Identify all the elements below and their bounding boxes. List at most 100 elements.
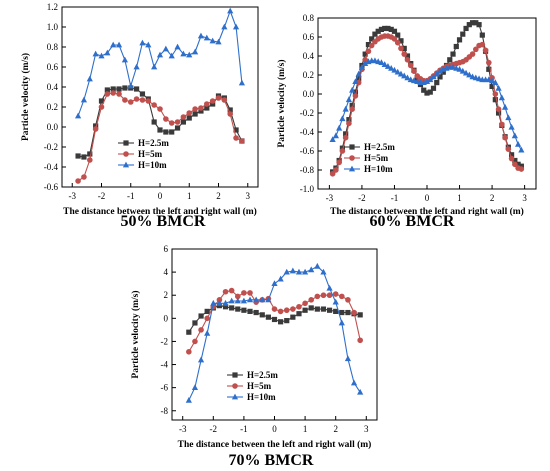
data-point [283, 268, 290, 275]
data-point [215, 38, 222, 45]
data-point [332, 291, 339, 297]
y-axis-label: Particle velocity (m/s) [130, 290, 141, 378]
data-point [512, 157, 518, 164]
data-point [384, 63, 392, 69]
data-point [391, 28, 398, 34]
x-tick-label: -3 [326, 193, 334, 203]
data-point [186, 349, 192, 355]
data-point [290, 306, 296, 312]
legend-marker [123, 151, 129, 157]
legend-marker [231, 393, 239, 400]
y-tick-label: -0.6 [44, 182, 59, 192]
data-point [511, 132, 518, 139]
data-point [336, 159, 342, 166]
data-point [355, 70, 362, 77]
x-tick-label: -1 [391, 193, 399, 203]
data-point [320, 306, 327, 312]
y-tick-label: -0.4 [44, 162, 59, 172]
y-tick-label: 6 [164, 244, 169, 254]
data-point [466, 71, 473, 78]
data-point [247, 290, 253, 296]
data-point [232, 23, 240, 30]
data-point [116, 91, 122, 97]
data-point [344, 355, 352, 362]
y-tick-label: 0.6 [47, 62, 59, 72]
y-tick-label: 4 [164, 267, 169, 277]
data-point [333, 308, 339, 314]
data-point [192, 338, 198, 345]
data-point [308, 297, 315, 303]
x-tick-label: -2 [98, 191, 106, 201]
data-point [116, 86, 122, 92]
data-point [346, 117, 352, 123]
x-tick-label: 1 [187, 191, 192, 201]
data-point [349, 106, 355, 112]
data-point [395, 32, 401, 38]
data-point [342, 105, 349, 112]
data-point [456, 65, 463, 72]
data-point [501, 103, 509, 110]
data-point [365, 48, 372, 55]
legend-marker [232, 372, 238, 378]
data-point [342, 134, 349, 141]
data-point [235, 306, 241, 312]
data-point [352, 89, 359, 95]
data-point [502, 134, 508, 141]
legend-entry: H=5m [227, 381, 272, 391]
y-tick-label: 0.6 [303, 32, 315, 42]
legend-entry: H=10m [118, 160, 167, 170]
data-point [375, 28, 381, 34]
data-point [495, 84, 502, 91]
data-point [185, 396, 192, 403]
data-point [92, 50, 99, 57]
data-point [75, 153, 81, 159]
data-point [495, 106, 502, 112]
data-point [434, 80, 440, 86]
data-point [283, 307, 290, 314]
data-point [104, 91, 111, 97]
data-point [168, 52, 175, 59]
data-point [407, 62, 414, 69]
data-point [151, 119, 157, 125]
data-point [81, 154, 87, 160]
data-point [453, 43, 459, 50]
data-point [133, 86, 140, 92]
data-point [278, 319, 284, 325]
data-point [505, 146, 512, 152]
data-point [133, 96, 140, 102]
data-point [301, 268, 309, 275]
data-point [515, 161, 521, 167]
data-point [349, 86, 356, 93]
legend-marker [122, 161, 130, 168]
data-point [198, 105, 204, 111]
data-point [221, 97, 228, 103]
data-point [198, 108, 204, 114]
data-point [127, 99, 134, 105]
x-axis-label: The distance between the left and right … [63, 206, 257, 217]
data-point [74, 112, 82, 119]
y-tick-label: -0.2 [44, 142, 58, 152]
series-h-10m [185, 262, 364, 403]
y-tick-label: -2 [161, 336, 169, 346]
data-point [191, 384, 199, 391]
data-point [436, 67, 444, 74]
data-point [271, 280, 278, 287]
x-tick-label: 3 [522, 193, 527, 203]
y-tick-label: 1.2 [47, 2, 58, 12]
data-point [296, 303, 302, 310]
data-point [209, 98, 216, 104]
data-point [329, 171, 336, 177]
data-point [356, 76, 362, 82]
data-point [110, 90, 116, 96]
data-point [329, 136, 336, 142]
data-point [357, 312, 363, 318]
data-point [372, 31, 378, 37]
data-point [430, 73, 437, 80]
data-point [489, 83, 495, 89]
data-point [404, 57, 411, 63]
data-point [518, 146, 525, 153]
data-point [110, 41, 117, 48]
x-tick-label: 1 [303, 424, 308, 434]
x-tick-label: 0 [272, 424, 277, 434]
